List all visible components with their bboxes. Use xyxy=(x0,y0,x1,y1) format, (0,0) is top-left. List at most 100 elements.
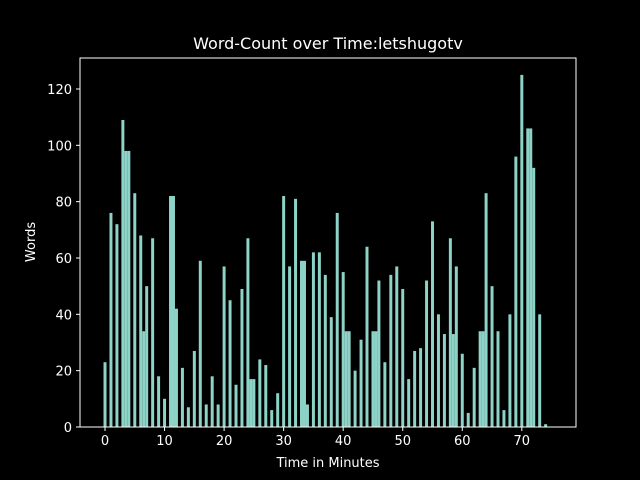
bar-49 xyxy=(395,266,399,427)
bar-43 xyxy=(359,339,363,427)
bar-12 xyxy=(174,308,178,427)
bar-45 xyxy=(371,331,375,427)
bar-32 xyxy=(294,198,298,427)
bar-41 xyxy=(347,331,351,427)
y-tick-label: 40 xyxy=(55,308,72,323)
bar-57 xyxy=(442,334,446,427)
x-tick-label: 60 xyxy=(454,434,471,449)
bar-0 xyxy=(103,362,107,427)
bar-58-5 xyxy=(451,334,455,427)
bar-61 xyxy=(466,412,470,427)
y-tick-label: 80 xyxy=(55,196,72,211)
bar-3 xyxy=(121,119,125,427)
bar-2 xyxy=(115,224,119,427)
y-tick-label: 20 xyxy=(55,365,72,380)
y-tick-label: 0 xyxy=(64,421,72,436)
bar-16 xyxy=(198,260,202,427)
bar-48 xyxy=(389,274,393,427)
plot-frame xyxy=(79,57,577,428)
chart-title: Word-Count over Time:letshugotv xyxy=(193,34,463,53)
x-tick-label: 10 xyxy=(156,434,173,449)
bar-10 xyxy=(163,398,167,427)
x-tick-label: 70 xyxy=(514,434,531,449)
bar-17 xyxy=(204,404,208,427)
bars-group xyxy=(103,74,548,428)
bar-44 xyxy=(365,246,369,427)
bar-19 xyxy=(216,404,220,427)
bar-71 xyxy=(526,128,530,428)
y-axis-title: Words xyxy=(24,222,39,262)
bar-56 xyxy=(436,314,440,427)
bar-47 xyxy=(383,362,387,427)
bar-20 xyxy=(222,266,226,427)
bar-42 xyxy=(353,370,357,427)
bar-14 xyxy=(186,407,190,427)
bar-6 xyxy=(139,235,143,427)
bar-62 xyxy=(472,367,476,427)
bar-15 xyxy=(192,350,196,427)
x-tick-label: 40 xyxy=(335,434,352,449)
bar-67 xyxy=(502,410,506,427)
bar-29 xyxy=(276,393,280,427)
bar-27 xyxy=(264,365,268,427)
bar-65 xyxy=(490,286,494,427)
bar-34 xyxy=(305,404,309,427)
bar-18 xyxy=(210,376,214,427)
bar-24-5 xyxy=(249,379,253,427)
bar-23 xyxy=(240,288,244,427)
bar-73 xyxy=(538,314,542,427)
bar-60 xyxy=(460,353,464,427)
x-tick-label: 50 xyxy=(394,434,411,449)
bar-8 xyxy=(151,238,155,427)
x-tick-label: 20 xyxy=(216,434,233,449)
x-axis-title: Time in Minutes xyxy=(275,456,379,471)
bar-69 xyxy=(514,156,518,427)
bar-22 xyxy=(234,384,238,427)
bar-50 xyxy=(401,288,405,427)
bar-63-5 xyxy=(481,331,485,427)
x-tick-label: 0 xyxy=(101,434,109,449)
bar-74 xyxy=(544,424,548,427)
x-axis: 0 10 20 30 40 50 60 70 xyxy=(101,427,530,449)
bar-1 xyxy=(109,212,113,427)
bar-26 xyxy=(258,359,262,427)
y-tick-label: 120 xyxy=(47,83,72,98)
bar-58 xyxy=(448,238,452,427)
bar-40 xyxy=(341,272,345,427)
bar-71-5 xyxy=(529,128,533,428)
bar-7 xyxy=(145,286,149,427)
bar-3-5 xyxy=(124,150,128,427)
y-tick-label: 100 xyxy=(47,139,72,154)
bar-53 xyxy=(419,348,423,427)
bar-72 xyxy=(532,167,536,427)
bar-28 xyxy=(270,410,274,427)
bar-64 xyxy=(484,193,488,427)
bar-68 xyxy=(508,314,512,427)
bar-13 xyxy=(180,367,184,427)
bar-30 xyxy=(282,196,286,427)
bar-33-5 xyxy=(302,260,306,427)
bar-37 xyxy=(323,274,327,427)
bar-39 xyxy=(335,212,339,427)
bar-55 xyxy=(431,221,434,427)
y-tick-label: 60 xyxy=(55,252,72,267)
bar-46 xyxy=(377,280,381,427)
bar-59 xyxy=(454,266,458,427)
bar-70 xyxy=(520,74,524,428)
bar-24 xyxy=(246,238,250,427)
bar-51 xyxy=(407,379,411,427)
bar-31 xyxy=(288,266,292,427)
bar-11 xyxy=(169,196,172,427)
bar-40-5 xyxy=(344,331,348,427)
x-tick-label: 30 xyxy=(275,434,292,449)
bar-33 xyxy=(300,260,303,427)
bar-11-5 xyxy=(172,196,175,427)
bar-63 xyxy=(478,331,482,427)
bar-25 xyxy=(252,379,256,427)
bar-36 xyxy=(317,252,321,427)
bar-21 xyxy=(228,300,232,427)
bar-5 xyxy=(133,193,137,427)
bar-52 xyxy=(413,350,417,427)
